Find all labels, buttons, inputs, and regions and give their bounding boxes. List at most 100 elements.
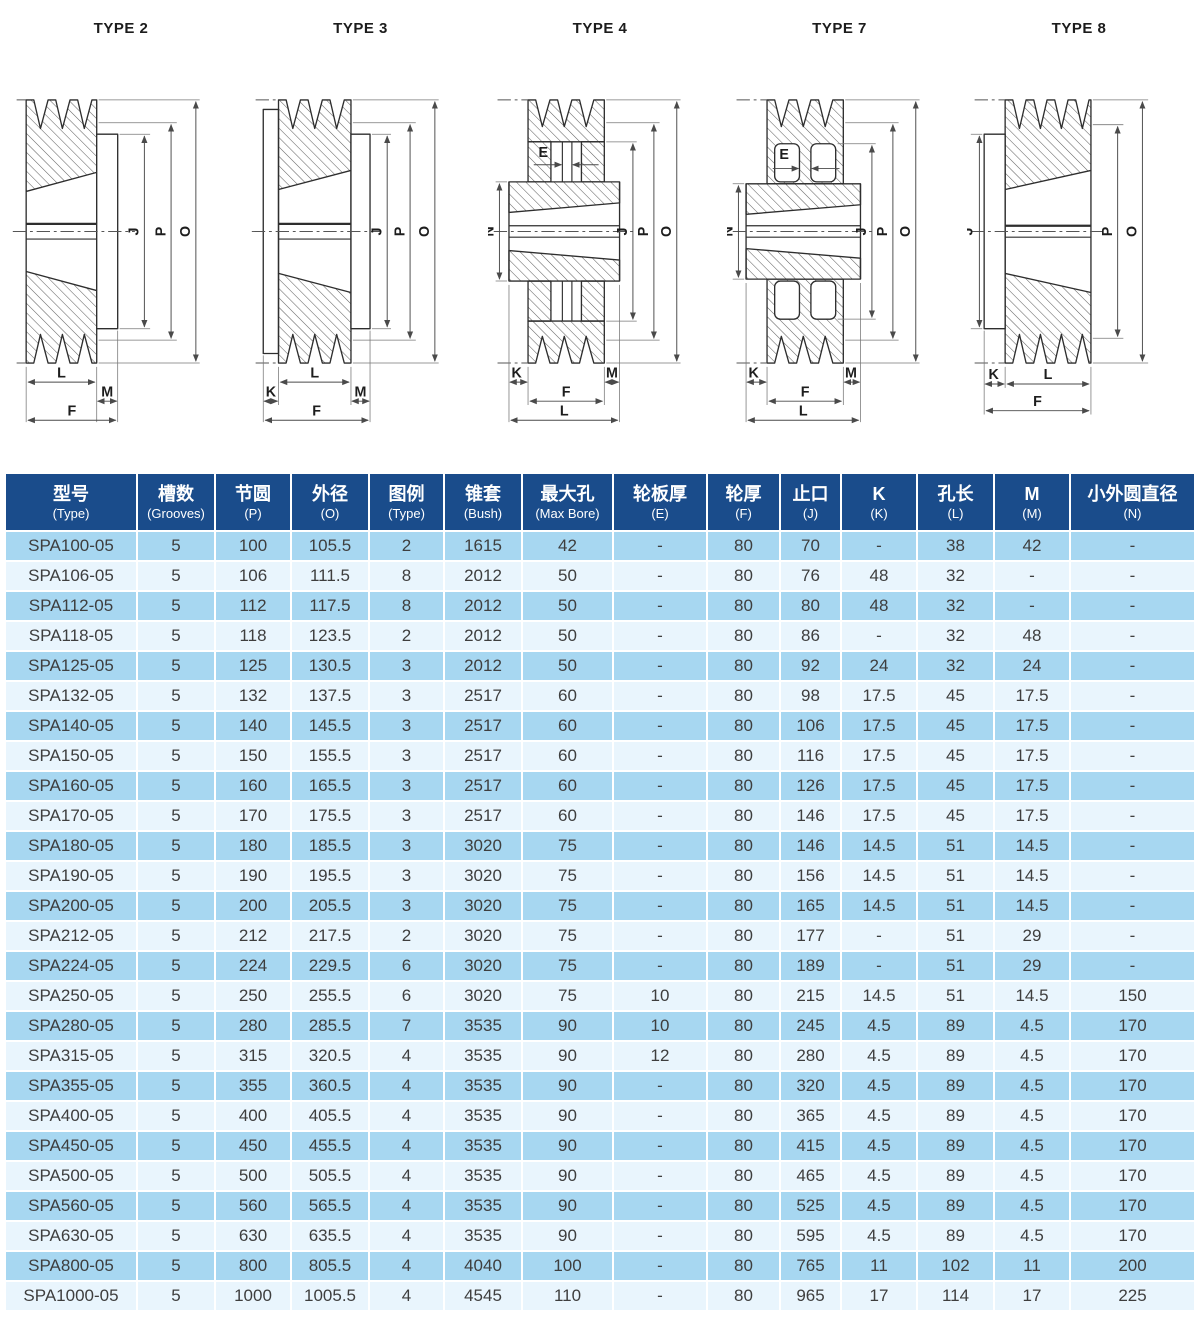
column-header: 轮板厚 (E): [614, 474, 706, 530]
dim-label-f: F: [312, 403, 321, 419]
value-cell: 17.5: [995, 742, 1069, 770]
value-cell: 160: [216, 772, 290, 800]
value-cell: 75: [523, 982, 612, 1010]
table-row: SPA450-05 5 450 455.5 4 3535 90-80 415 4.5 89 4.5 1…: [6, 1132, 1194, 1160]
pulley-drawing-type4: E N J P O K M F L: [488, 99, 681, 424]
value-cell: -: [1071, 532, 1194, 560]
column-header-en: (Max Bore): [535, 505, 600, 521]
diagram-title: TYPE 2: [93, 20, 149, 37]
value-cell: 3: [370, 652, 443, 680]
value-cell: 42: [523, 532, 612, 560]
value-cell: 2517: [445, 772, 521, 800]
value-cell: 89: [918, 1072, 993, 1100]
value-cell: 38: [918, 532, 993, 560]
model-cell: SPA160-05: [6, 772, 136, 800]
value-cell: 4: [370, 1192, 443, 1220]
column-header-zh: 槽数: [158, 483, 194, 504]
value-cell: -: [842, 922, 916, 950]
value-cell: 3: [370, 832, 443, 860]
value-cell: 8: [370, 562, 443, 590]
value-cell: 215: [781, 982, 840, 1010]
value-cell: 525: [781, 1192, 840, 1220]
value-cell: 150: [1071, 982, 1194, 1010]
value-cell: 3: [370, 742, 443, 770]
value-cell: 200: [1071, 1252, 1194, 1280]
diagram-title: TYPE 4: [572, 20, 628, 37]
table-row: SPA224-05 5 224 229.5 6 3020 75-80 189-51 29-: [6, 952, 1194, 980]
value-cell: 130.5: [292, 652, 368, 680]
value-cell: -: [614, 892, 706, 920]
value-cell: -: [614, 1072, 706, 1100]
dim-label-k: K: [988, 367, 999, 383]
value-cell: 280: [216, 1012, 290, 1040]
value-cell: 5: [138, 1162, 214, 1190]
value-cell: 212: [216, 922, 290, 950]
value-cell: 3535: [445, 1162, 521, 1190]
model-cell: SPA200-05: [6, 892, 136, 920]
value-cell: 51: [918, 982, 993, 1010]
value-cell: 2012: [445, 652, 521, 680]
value-cell: 3535: [445, 1072, 521, 1100]
value-cell: 560: [216, 1192, 290, 1220]
column-header-zh: 锥套: [465, 483, 501, 504]
value-cell: 285.5: [292, 1012, 368, 1040]
table-row: SPA140-05 5 140 145.5 3 2517 60-80 106 17.5 45 17.…: [6, 712, 1194, 740]
value-cell: 89: [918, 1102, 993, 1130]
value-cell: 450: [216, 1132, 290, 1160]
value-cell: -: [1071, 802, 1194, 830]
value-cell: 105.5: [292, 532, 368, 560]
column-header-en: (M): [1022, 505, 1042, 521]
model-cell: SPA100-05: [6, 532, 136, 560]
table-row: SPA125-05 5 125 130.5 3 2012 50-80 92 24 32 24-: [6, 652, 1194, 680]
value-cell: 80: [708, 772, 779, 800]
value-cell: 90: [523, 1192, 612, 1220]
value-cell: 5: [138, 742, 214, 770]
value-cell: 102: [918, 1252, 993, 1280]
value-cell: 17.5: [842, 682, 916, 710]
value-cell: 14.5: [842, 862, 916, 890]
value-cell: 5: [138, 922, 214, 950]
value-cell: 132: [216, 682, 290, 710]
column-header-zh: 孔长: [937, 483, 974, 504]
value-cell: 90: [523, 1072, 612, 1100]
model-cell: SPA212-05: [6, 922, 136, 950]
value-cell: 5: [138, 862, 214, 890]
value-cell: 455.5: [292, 1132, 368, 1160]
dim-label-n: N: [727, 226, 737, 236]
dim-label-l: L: [310, 365, 319, 381]
value-cell: 4.5: [995, 1162, 1069, 1190]
value-cell: -: [614, 952, 706, 980]
diagram-type3: TYPE 3: [242, 6, 480, 446]
value-cell: 17.5: [842, 712, 916, 740]
value-cell: -: [614, 1132, 706, 1160]
value-cell: 2517: [445, 742, 521, 770]
value-cell: 80: [708, 1222, 779, 1250]
value-cell: 89: [918, 1222, 993, 1250]
dim-label-o: O: [898, 226, 914, 237]
value-cell: 50: [523, 652, 612, 680]
value-cell: 4.5: [842, 1162, 916, 1190]
value-cell: 146: [781, 802, 840, 830]
value-cell: 217.5: [292, 922, 368, 950]
model-cell: SPA800-05: [6, 1252, 136, 1280]
model-cell: SPA250-05: [6, 982, 136, 1010]
value-cell: 2012: [445, 562, 521, 590]
dim-label-p: P: [153, 226, 169, 236]
column-header-en: (N): [1123, 505, 1142, 521]
value-cell: 225: [1071, 1282, 1194, 1310]
dim-label-f: F: [67, 403, 76, 419]
table-row: SPA150-05 5 150 155.5 3 2517 60-80 116 17.5 45 17.…: [6, 742, 1194, 770]
value-cell: 137.5: [292, 682, 368, 710]
model-cell: SPA132-05: [6, 682, 136, 710]
value-cell: 3535: [445, 1192, 521, 1220]
value-cell: 3020: [445, 922, 521, 950]
value-cell: 3535: [445, 1012, 521, 1040]
dim-label-k: K: [266, 384, 277, 400]
value-cell: 80: [708, 1192, 779, 1220]
value-cell: 245: [781, 1012, 840, 1040]
value-cell: 45: [918, 682, 993, 710]
value-cell: 17: [995, 1282, 1069, 1310]
diagram-title: TYPE 3: [333, 20, 388, 37]
table-row: SPA180-05 5 180 185.5 3 3020 75-80 146 14.5 51 14.…: [6, 832, 1194, 860]
column-header-zh: 外径: [312, 483, 348, 504]
